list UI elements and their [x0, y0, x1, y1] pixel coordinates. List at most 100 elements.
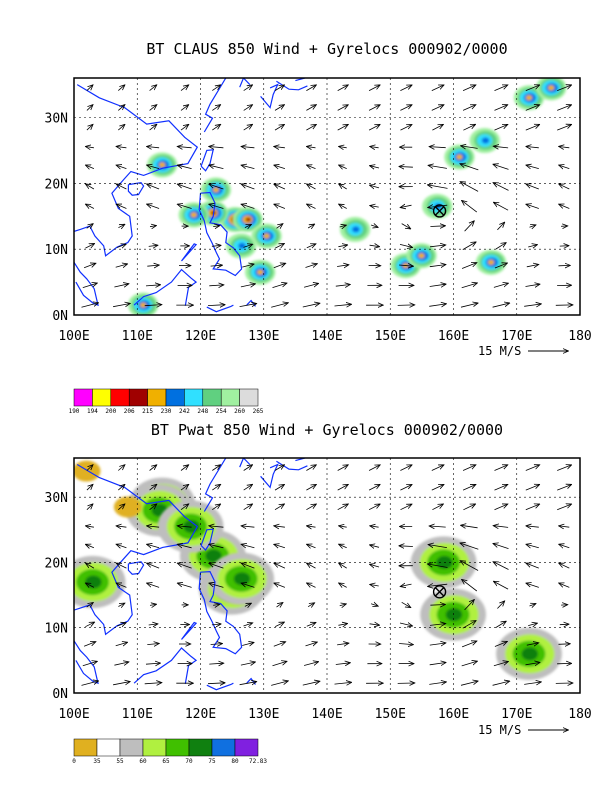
bottom-wind-vector [526, 583, 539, 588]
bottom-coastline [200, 528, 214, 551]
bottom-wind-vector [117, 563, 127, 569]
bottom-field-blob [410, 536, 477, 589]
bottom-wind-vector [495, 621, 506, 628]
top-y-tick-label: 10N [45, 243, 68, 258]
top-wind-vector [461, 263, 476, 269]
top-colorbar-swatch [165, 388, 185, 407]
top-colorbar-tick-label: 200 [105, 408, 116, 415]
bottom-wind-vector [81, 681, 99, 686]
top-wind-vector [401, 205, 412, 207]
bottom-wind-vector [401, 584, 412, 586]
bottom-wind-vector [370, 545, 380, 547]
bottom-coastline [260, 463, 279, 489]
top-colorbar-tick-label: 230 [161, 408, 172, 415]
top-field-blob [226, 233, 257, 259]
top-wind-vector [149, 85, 157, 91]
top-field-blob-ring [263, 233, 270, 239]
top-colorbar-tick-label: 215 [142, 408, 153, 415]
top-wind-vector [559, 184, 570, 190]
bottom-wind-vector [149, 504, 157, 511]
bottom-wind-vector [493, 544, 509, 549]
top-wind-vector [401, 223, 411, 229]
bottom-wind-vector [209, 544, 224, 547]
top-wind-vector [368, 85, 380, 91]
bottom-wind-vector [83, 642, 95, 647]
bottom-wind-vector [114, 662, 128, 665]
top-wind-vector [461, 283, 477, 289]
bottom-field-blob-ring [85, 575, 102, 589]
top-wind-vector [399, 167, 413, 168]
bottom-wind-vector [492, 681, 510, 686]
bottom-wind-vector [274, 465, 284, 471]
bottom-wind-vector [400, 465, 411, 471]
bottom-field-blob [496, 627, 562, 680]
bottom-panel-title: BT Pwat 850 Wind + Gyrelocs 000902/0000 [151, 421, 503, 439]
top-x-tick-label: 170E [501, 329, 532, 344]
top-wind-vector [178, 184, 192, 190]
bottom-wind-vector [209, 526, 224, 527]
bottom-wind-vector [303, 662, 318, 666]
top-wind-vector [212, 125, 220, 131]
top-y-ticks: 0N 10N 20N 30N [45, 112, 68, 325]
top-wind-vector [242, 184, 255, 190]
bottom-wind-vector [212, 465, 220, 471]
bottom-wind-vector [524, 682, 541, 684]
top-field-blob-ring [481, 137, 490, 144]
bottom-wind-vector [239, 682, 257, 685]
top-wind-vector [462, 105, 475, 111]
bottom-wind-vector [273, 642, 286, 647]
top-wind-vector [243, 244, 253, 247]
top-wind-vector [86, 165, 95, 168]
bottom-wind-vector [180, 465, 188, 471]
bottom-wind-vector [242, 544, 255, 547]
bottom-wind-vector [401, 601, 411, 607]
top-wind-vector [305, 264, 317, 268]
bottom-wind-vector [82, 661, 97, 667]
bottom-wind-vector [462, 465, 475, 471]
bottom-field-blob [157, 500, 224, 553]
top-field-blob [127, 292, 159, 315]
bottom-wind-vector [115, 642, 128, 645]
bottom-coastline [206, 682, 234, 691]
bottom-wind-vector [463, 504, 475, 511]
top-wind-vector [429, 265, 446, 267]
bottom-wind-vector [369, 624, 380, 625]
top-field-blob-ring [548, 85, 555, 91]
bottom-wind-vector [430, 605, 445, 606]
top-wind-vector [369, 245, 380, 246]
top-field-blob [146, 152, 178, 178]
bottom-wind-vector [210, 644, 222, 645]
bottom-wind-vector [338, 624, 347, 626]
bottom-wind-vector [147, 526, 160, 527]
bottom-wind-vector [461, 561, 479, 571]
top-wind-vector [400, 125, 412, 131]
bottom-wind-vector [86, 504, 93, 510]
bottom-wind-vector [209, 583, 224, 588]
top-wind-vector [526, 147, 539, 148]
bottom-gyre-circle [432, 585, 447, 599]
top-wind-vector [337, 85, 348, 91]
top-wind-vector [274, 184, 286, 190]
bottom-y-ticks: 0N 10N 20N 30N [45, 491, 68, 702]
top-wind-vector [180, 125, 188, 131]
top-wind-vector [307, 147, 316, 148]
bottom-wind-vector [144, 683, 162, 684]
top-wind-vector [116, 244, 126, 247]
bottom-wind-vector [148, 624, 158, 625]
top-x-tick-label: 120E [185, 329, 216, 344]
top-wind-vector [147, 147, 160, 148]
top-wind-vector [118, 125, 124, 131]
top-wind-vector [431, 85, 444, 91]
bottom-wind-vector [307, 583, 316, 587]
bottom-wind-vector [339, 544, 347, 547]
top-field-blob-ring [456, 154, 463, 160]
bottom-wind-vector [428, 564, 448, 568]
bottom-wind-vector [86, 563, 95, 569]
top-wind-vector [493, 183, 509, 191]
top-wind-vector [114, 284, 128, 287]
bottom-wind-vector [431, 485, 444, 491]
top-colorbar-tick-label: 260 [234, 408, 245, 415]
top-wind-vector [212, 85, 220, 91]
top-coastline [200, 149, 214, 172]
bottom-vector-reference: 15 M/S [478, 723, 568, 737]
